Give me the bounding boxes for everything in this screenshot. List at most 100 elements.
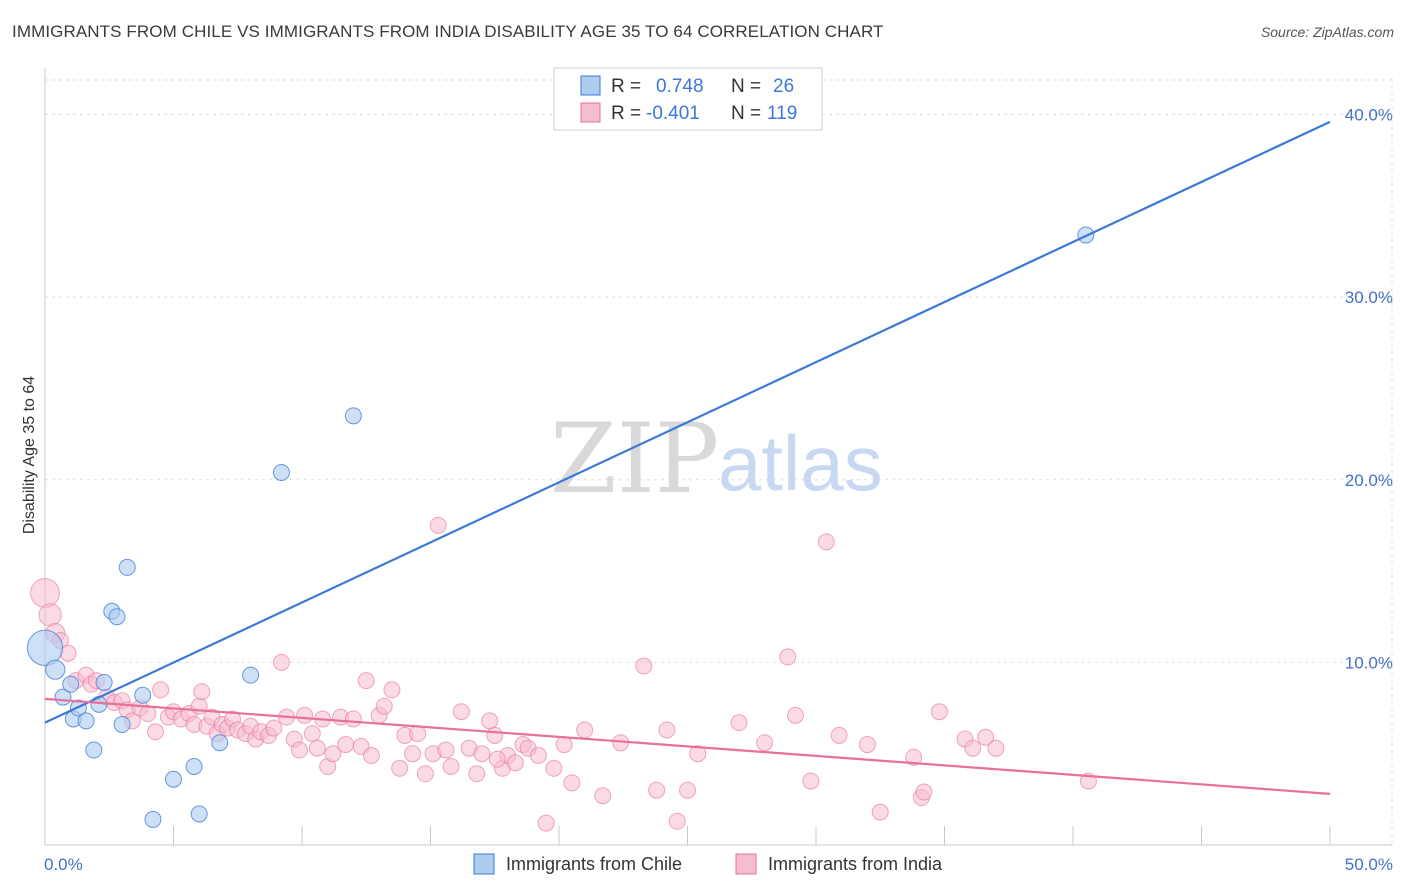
trend-lines [44,120,1331,795]
y-tick-label: 40.0% [1345,106,1393,125]
legend-chile-r-label: R = [611,76,641,97]
india-point [290,741,308,759]
india-point [30,578,60,608]
india-point [437,741,455,759]
india-point [756,734,774,752]
legend-chile-swatch [580,75,601,96]
source-label: Source: ZipAtlas.com [1260,24,1394,40]
india-point [537,814,555,832]
india-point [817,533,835,551]
watermark: ZIP atlas [550,403,883,515]
chile-point [242,666,260,684]
india-point [38,603,62,627]
legend-india-swatch [580,102,601,123]
chile-point [185,757,203,775]
chile-point [108,608,126,626]
legend-india-r-label: R = [611,103,641,124]
legend-chile-n-value: 26 [773,76,794,97]
india-point [147,723,165,741]
india-point [648,781,666,799]
chile-point [165,770,182,788]
india-point [362,747,380,765]
india-point [152,681,170,699]
legend-india-r-value: -0.401 [646,103,700,124]
india-point [635,657,653,675]
india-point [442,757,460,775]
x-tick-label-max: 50.0% [1345,855,1393,874]
legend-india-n-label: N = [731,103,761,124]
india-point [668,812,686,830]
india-point [452,703,470,721]
chile-point [144,810,162,828]
india-points [30,516,1097,832]
india-point [473,745,491,763]
india-point [429,516,447,534]
india-point [404,745,422,763]
india-point [375,697,393,715]
chile-point [85,741,103,759]
legend-chile-r-value: 0.748 [656,76,704,97]
india-point [964,739,982,757]
india-point [545,759,563,777]
india-point [576,721,594,739]
legend-india-n-value: 119 [767,103,797,124]
india-point [337,736,355,754]
chile-point [77,712,95,730]
india-point [193,683,211,701]
india-point [658,721,676,739]
chile-point [134,686,152,704]
india-point [555,736,573,754]
y-tick-label: 30.0% [1345,288,1393,307]
chile-points [26,226,1095,828]
india-point [383,681,401,699]
india-point [344,710,362,728]
y-tick-label: 10.0% [1345,653,1393,672]
india-point [486,726,504,744]
india-point [468,765,486,783]
chile-point [344,407,362,425]
india-point [858,736,876,754]
india-point [409,725,427,743]
india-point [324,745,342,763]
axes: 0.0% 50.0% [44,68,1393,874]
chile-point [118,558,136,576]
india-point [391,759,409,777]
india-point [529,747,547,765]
chile-point [62,675,80,693]
legend-chile-n-label: N = [731,76,761,97]
india-point [272,653,290,671]
bottom-legend-chile-swatch [473,853,495,875]
india-point [987,739,1005,757]
watermark-atlas: atlas [718,419,883,507]
india-point [481,712,499,730]
india-point [679,781,696,799]
india-point [977,728,995,746]
india-point [786,706,804,724]
india-point [308,739,326,757]
series-legend: Immigrants from Chile Immigrants from In… [473,853,943,875]
india-point [802,772,820,790]
x-tick-label-min: 0.0% [44,855,83,874]
india-point [871,803,889,821]
india-point [563,774,581,792]
grid-lines: 10.0% 20.0% 30.0% 40.0% [45,78,1393,845]
india-point [488,750,506,768]
india-point [915,783,933,801]
india-point [930,703,948,721]
india-point [416,765,434,783]
india-point [689,745,707,763]
chile-point [211,734,229,752]
india-point [905,748,923,766]
india-point [357,672,375,690]
india-point [779,648,797,666]
india-trend-line [44,697,1331,795]
chart-title: IMMIGRANTS FROM CHILE VS IMMIGRANTS FROM… [12,22,884,41]
bottom-legend-india-swatch [735,853,757,875]
india-point [506,754,524,772]
chile-point [272,463,290,481]
india-point [730,714,748,732]
bottom-legend-chile-label: Immigrants from Chile [506,854,682,874]
chile-point [26,629,64,666]
chile-point [190,805,208,823]
